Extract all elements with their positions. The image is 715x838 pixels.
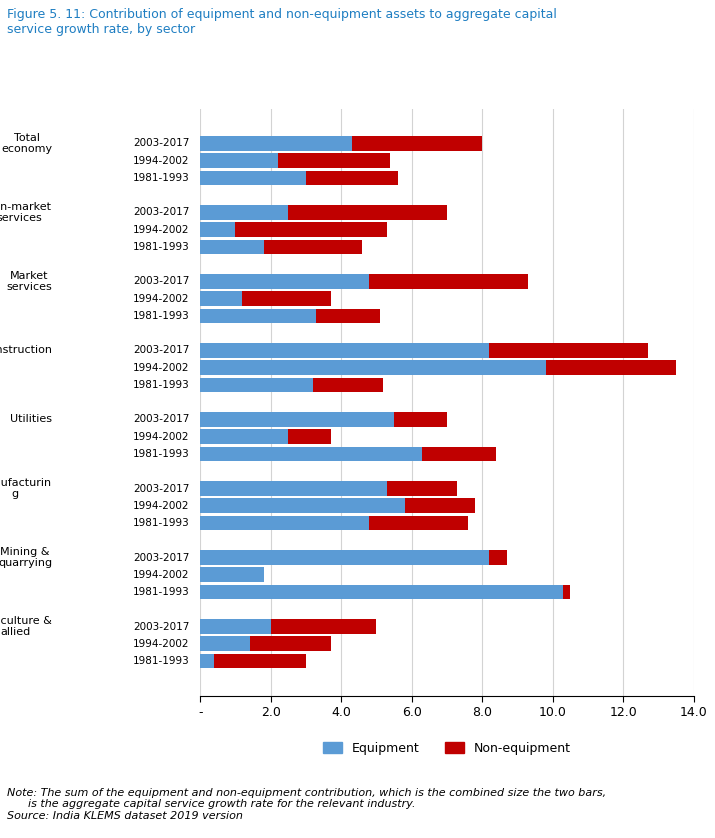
Text: 1981-1993: 1981-1993 (133, 656, 189, 666)
Text: 1994-2002: 1994-2002 (133, 225, 189, 235)
Text: Mining &
quarrying: Mining & quarrying (0, 546, 52, 568)
Text: 2003-2017: 2003-2017 (133, 208, 189, 217)
Bar (200, 551, 489, 565)
Text: 1994-2002: 1994-2002 (133, 639, 189, 649)
Bar (200, 447, 422, 462)
Bar (288, 205, 447, 220)
Bar (313, 378, 383, 392)
Text: 1981-1993: 1981-1993 (133, 449, 189, 459)
Bar (200, 343, 489, 358)
Text: 1981-1993: 1981-1993 (133, 587, 189, 597)
Bar (489, 551, 507, 565)
Text: 2003-2017: 2003-2017 (133, 552, 189, 562)
Bar (387, 481, 458, 496)
Text: Non-market
services: Non-market services (0, 202, 52, 223)
Bar (200, 654, 214, 669)
Bar (370, 274, 528, 289)
Text: 1994-2002: 1994-2002 (133, 432, 189, 442)
Text: 1994-2002: 1994-2002 (133, 501, 189, 510)
Bar (489, 343, 648, 358)
Legend: Equipment, Non-equipment: Equipment, Non-equipment (318, 737, 576, 760)
Text: 2003-2017: 2003-2017 (133, 484, 189, 494)
Bar (242, 292, 330, 306)
Text: Market
services: Market services (6, 271, 52, 292)
Bar (200, 499, 405, 513)
Text: 1994-2002: 1994-2002 (133, 294, 189, 303)
Text: Construction: Construction (0, 345, 52, 355)
Bar (200, 240, 264, 254)
Text: 1994-2002: 1994-2002 (133, 156, 189, 166)
Text: 2003-2017: 2003-2017 (133, 345, 189, 355)
Bar (200, 378, 313, 392)
Bar (264, 240, 363, 254)
Bar (352, 136, 482, 151)
Text: 2003-2017: 2003-2017 (133, 622, 189, 632)
Text: Note: The sum of the equipment and non-equipment contribution, which is the comb: Note: The sum of the equipment and non-e… (7, 788, 606, 821)
Text: 2003-2017: 2003-2017 (133, 138, 189, 148)
Bar (546, 360, 676, 375)
Text: Total
economy: Total economy (1, 132, 52, 154)
Bar (200, 292, 242, 306)
Bar (200, 619, 271, 634)
Bar (394, 412, 447, 427)
Text: 1981-1993: 1981-1993 (133, 242, 189, 252)
Text: 1994-2002: 1994-2002 (133, 363, 189, 373)
Text: 1981-1993: 1981-1993 (133, 311, 189, 321)
Bar (563, 585, 570, 599)
Bar (200, 515, 370, 530)
Bar (306, 171, 398, 185)
Text: 1981-1993: 1981-1993 (133, 518, 189, 528)
Bar (250, 636, 330, 651)
Bar (200, 308, 317, 323)
Bar (200, 222, 235, 237)
Bar (370, 515, 468, 530)
Bar (200, 412, 394, 427)
Bar (200, 585, 563, 599)
Bar (200, 205, 288, 220)
Text: Utilities: Utilities (10, 415, 52, 425)
Bar (200, 274, 370, 289)
Text: Agriculture &
allied: Agriculture & allied (0, 616, 52, 638)
Bar (200, 136, 352, 151)
Bar (200, 360, 546, 375)
Bar (288, 429, 330, 444)
Text: 2003-2017: 2003-2017 (133, 277, 189, 287)
Bar (235, 222, 387, 237)
Text: 1981-1993: 1981-1993 (133, 380, 189, 390)
Text: 2003-2017: 2003-2017 (133, 415, 189, 425)
Bar (214, 654, 306, 669)
Bar (200, 171, 306, 185)
Bar (271, 619, 376, 634)
Bar (405, 499, 475, 513)
Text: 1994-2002: 1994-2002 (133, 570, 189, 580)
Bar (200, 153, 277, 168)
Bar (200, 636, 250, 651)
Bar (422, 447, 496, 462)
Bar (317, 308, 380, 323)
Bar (277, 153, 390, 168)
Bar (200, 429, 288, 444)
Bar (200, 481, 387, 496)
Text: Figure 5. 11: Contribution of equipment and non-equipment assets to aggregate ca: Figure 5. 11: Contribution of equipment … (7, 8, 557, 36)
Text: Manufacturin
g: Manufacturin g (0, 478, 52, 499)
Text: 1981-1993: 1981-1993 (133, 173, 189, 183)
Bar (200, 567, 264, 582)
